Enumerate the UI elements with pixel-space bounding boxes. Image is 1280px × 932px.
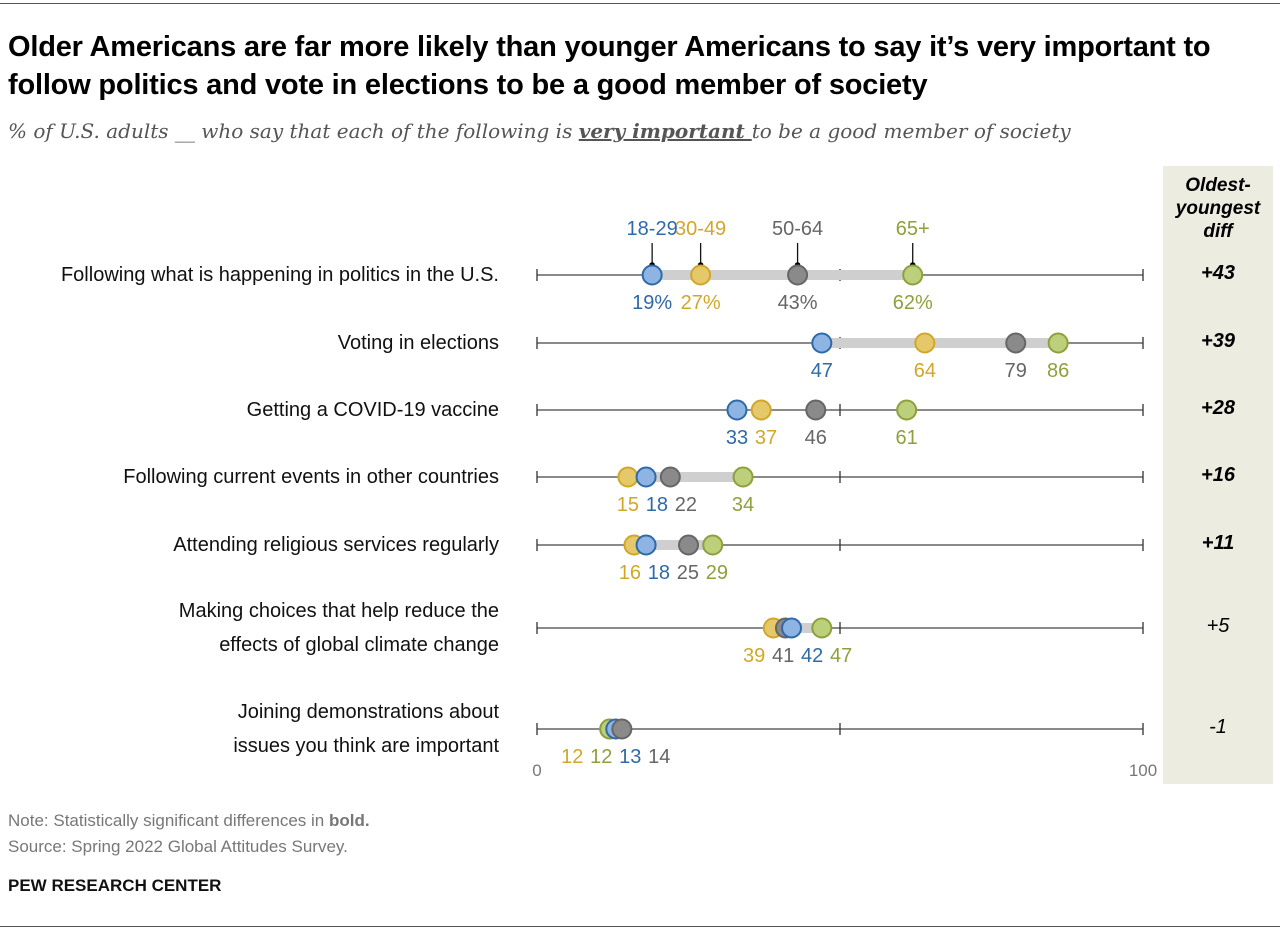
dot-18-29: [726, 399, 748, 421]
value-label: 62%: [893, 292, 933, 314]
row-label: Following current events in other countr…: [123, 460, 499, 494]
value-label: 86: [1047, 360, 1069, 382]
dot-30-49: [750, 399, 772, 421]
dot-18-29: [781, 617, 803, 639]
value-label: 47: [811, 360, 833, 382]
row-label-line: Making choices that help reduce the: [178, 600, 499, 622]
dot-65+: [702, 534, 724, 556]
value-label: 46: [805, 427, 827, 449]
row-label: Making choices that help reduce the effec…: [179, 594, 499, 662]
row-label: Joining demonstrations about issues you t…: [233, 695, 499, 763]
note: Note: Statistically significant differen…: [8, 811, 370, 831]
diff-column: Oldest-youngest diff +43 +39 +28 +16 +11 +5 -1: [1163, 166, 1273, 784]
legend-label-65+: 65+: [896, 218, 930, 240]
row-label-line: Following what is happening in politics …: [60, 264, 499, 286]
value-label: 12: [561, 746, 583, 768]
value-label: 14: [648, 746, 670, 768]
range-bar: [652, 270, 913, 280]
row-label-line: Voting in elections: [337, 332, 499, 354]
row-label: Voting in elections: [338, 326, 499, 360]
row-label-line: effects of global climate change: [219, 634, 499, 656]
row-label-line: Getting a COVID-19 vaccine: [246, 399, 499, 421]
dot-50-64: [787, 264, 809, 286]
value-label: 37: [755, 427, 777, 449]
range-bar: [821, 338, 1059, 348]
value-label: 39: [743, 645, 765, 667]
row-label-line: Joining demonstrations about: [237, 701, 499, 723]
dot-50-64: [1005, 332, 1027, 354]
dot-65+: [811, 617, 833, 639]
value-label: 34: [732, 494, 754, 516]
dot-50-64: [659, 466, 681, 488]
dot-30-49: [617, 466, 639, 488]
value-label: 15: [617, 494, 639, 516]
diff-value: +28: [1201, 397, 1235, 419]
value-label: 42: [801, 645, 823, 667]
diff-value: +5: [1206, 615, 1230, 637]
dot-65+: [896, 399, 918, 421]
dot-50-64: [611, 718, 633, 740]
note-bold: bold.: [328, 811, 370, 830]
value-label: 29: [706, 562, 728, 584]
subtitle-emphasis: very important: [578, 119, 752, 143]
subtitle-text: % of U.S. adults __ who say that each of…: [8, 119, 579, 143]
value-label: 18: [648, 562, 670, 584]
legend-label-18-29: 18-29: [627, 218, 678, 240]
row-label: Attending religious services regularly: [173, 528, 499, 562]
value-label: 19%: [632, 292, 672, 314]
value-label: 79: [1005, 360, 1027, 382]
diff-value: +16: [1201, 464, 1235, 486]
value-label: 22: [675, 494, 697, 516]
value-label: 43%: [778, 292, 818, 314]
note-text: Note: Statistically significant differen…: [8, 811, 329, 830]
brand-logo-text: PEW RESEARCH CENTER: [8, 876, 222, 895]
x-tick-label: 0: [532, 761, 541, 780]
dot-30-49: [914, 332, 936, 354]
diff-header: Oldest-youngest diff: [1175, 175, 1261, 242]
value-label: 27%: [681, 292, 721, 314]
value-label: 13: [619, 746, 641, 768]
dot-50-64: [678, 534, 699, 556]
row-label-line: Attending religious services regularly: [173, 534, 499, 556]
legend-label-30-49: 30-49: [675, 218, 726, 240]
dot-18-29: [635, 466, 657, 488]
source: Source: Spring 2022 Global Attitudes Sur…: [8, 837, 348, 856]
subtitle-text-end: to be a good member of society: [751, 119, 1071, 143]
value-label: 33: [726, 427, 748, 449]
row-label-line: Following current events in other countr…: [123, 466, 499, 488]
value-label: 41: [772, 645, 794, 667]
row-label: Getting a COVID-19 vaccine: [247, 393, 499, 427]
range-bar: [633, 540, 713, 550]
legend-label-50-64: 50-64: [772, 218, 823, 240]
value-label: 16: [619, 562, 641, 584]
value-label: 25: [677, 562, 699, 584]
x-tick-label: 100: [1129, 761, 1157, 780]
diff-value: +11: [1201, 532, 1235, 554]
diff-value: +39: [1201, 330, 1235, 352]
chart-subtitle: % of U.S. adults __ who say that each of…: [8, 119, 1071, 143]
value-label: 18: [646, 494, 668, 516]
top-rule: [0, 3, 1280, 4]
value-label: 61: [896, 427, 918, 449]
bottom-rule: [0, 926, 1280, 927]
dot-50-64: [805, 399, 827, 421]
diff-value: -1: [1209, 716, 1227, 738]
row-label-line: issues you think are important: [233, 735, 499, 757]
diff-value: +43: [1201, 262, 1235, 284]
dot-18-29: [641, 264, 663, 286]
row-label: Following what is happening in politics …: [61, 258, 499, 292]
dot-30-49: [690, 264, 712, 286]
range-bar: [627, 472, 744, 482]
value-label: 12: [590, 746, 612, 768]
dot-18-29: [635, 534, 657, 556]
dot-65+: [1047, 332, 1069, 354]
chart-title: Older Americans are far more likely than…: [8, 31, 1211, 101]
dot-65+: [902, 264, 924, 286]
value-label: 64: [914, 360, 936, 382]
dot-65+: [732, 466, 754, 488]
dot-18-29: [811, 332, 833, 354]
value-label: 47: [830, 645, 852, 667]
